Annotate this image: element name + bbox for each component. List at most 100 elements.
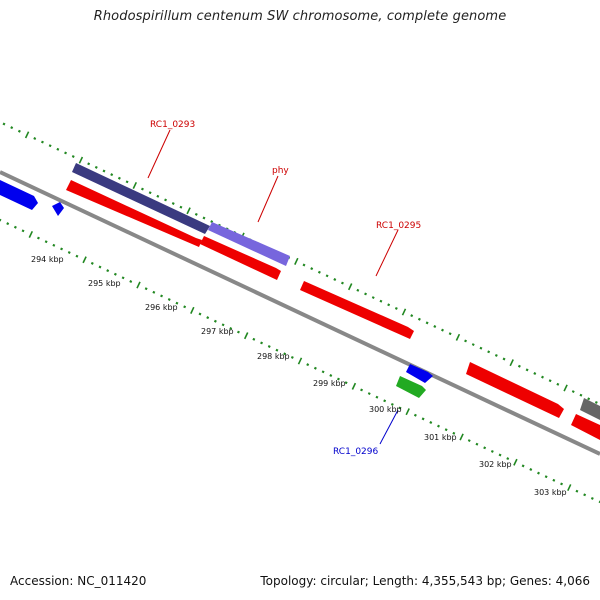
minor-tick [52, 243, 56, 247]
minor-tick [140, 187, 144, 191]
minor-tick [579, 393, 583, 397]
minor-tick [464, 339, 468, 343]
minor-tick [148, 191, 152, 195]
minor-tick [21, 229, 25, 233]
minor-tick [379, 299, 383, 303]
inner-tick-track [0, 218, 600, 504]
gene-arrow-forward-1[interactable] [66, 180, 202, 247]
minor-tick [94, 165, 98, 169]
major-tick [405, 408, 410, 416]
gene-rna-rc1-0296[interactable] [396, 376, 426, 398]
gene-arrow-other[interactable] [580, 398, 600, 420]
kbp-label: 301 kbp [424, 433, 457, 442]
minor-tick [444, 428, 448, 432]
minor-tick [275, 348, 279, 352]
minor-tick [548, 379, 552, 383]
gene-arrow-forward-2[interactable] [200, 236, 281, 280]
gene-label-rc1-0296[interactable]: RC1_0296 [333, 447, 378, 457]
gene-arrow-forward-4[interactable] [571, 414, 600, 440]
minor-tick [421, 417, 425, 421]
minor-tick [175, 301, 179, 305]
minor-tick [506, 457, 510, 461]
major-tick [82, 256, 87, 264]
major-tick [563, 384, 568, 392]
chromosome-backbone [0, 170, 600, 456]
minor-tick [533, 372, 537, 375]
major-tick [347, 283, 353, 291]
minor-tick [487, 350, 491, 354]
minor-tick [152, 290, 156, 294]
minor-tick [498, 453, 502, 457]
gene-arrow-blue-2[interactable] [406, 364, 433, 383]
minor-tick [202, 216, 206, 220]
gene-arrow-reverse[interactable] [0, 180, 38, 210]
minor-tick [17, 129, 21, 133]
kbp-label: 294 kbp [31, 255, 64, 264]
minor-tick [144, 287, 148, 291]
minor-tick [40, 140, 44, 144]
minor-tick [556, 382, 560, 386]
minor-tick [267, 345, 271, 348]
genome-summary: Topology: circular; Length: 4,355,543 bp… [260, 574, 590, 588]
minor-tick [329, 374, 333, 377]
label-line-rc1-0293 [147, 129, 171, 179]
minor-tick [494, 353, 498, 357]
gene-label-phy[interactable]: phy [272, 166, 289, 176]
gene-arrow-small[interactable] [52, 202, 64, 216]
minor-tick [467, 439, 471, 442]
gene-arrow-forward-3[interactable] [466, 362, 564, 418]
minor-tick [90, 261, 94, 265]
major-tick [186, 207, 191, 215]
major-tick [455, 333, 461, 341]
minor-tick [483, 446, 487, 450]
minor-tick [236, 330, 240, 334]
major-tick [297, 357, 303, 365]
major-tick [401, 308, 407, 316]
minor-tick [571, 390, 575, 393]
minor-tick [394, 306, 398, 310]
minor-tick [213, 319, 217, 323]
accession-label: Accession: NC_011420 [10, 574, 147, 588]
minor-tick [252, 337, 256, 341]
minor-tick [552, 478, 556, 482]
minor-tick [64, 151, 68, 155]
minor-tick [356, 288, 360, 292]
gene-highlight-phy[interactable] [208, 222, 290, 266]
minor-tick [229, 327, 233, 330]
minor-tick [194, 212, 198, 216]
minor-tick [344, 381, 348, 385]
major-tick [351, 382, 357, 390]
minor-tick [521, 464, 525, 468]
minor-tick [56, 147, 60, 151]
minor-tick [156, 194, 160, 198]
gene-arrow-rc1-0295[interactable] [300, 281, 414, 339]
minor-tick [383, 399, 387, 403]
major-tick [28, 230, 34, 238]
label-line-rc1-0296 [379, 409, 399, 445]
kbp-label: 297 kbp [201, 327, 234, 336]
gene-highlight-rc1-0293[interactable] [72, 163, 210, 234]
minor-tick [417, 317, 421, 321]
minor-tick [583, 493, 587, 497]
minor-tick [502, 357, 506, 361]
major-tick [459, 433, 464, 441]
minor-tick [198, 312, 202, 316]
minor-tick [317, 270, 321, 274]
minor-tick [87, 162, 91, 166]
map-title: Rhodospirillum centenum SW chromosome, c… [93, 9, 507, 24]
minor-tick [471, 343, 475, 346]
minor-tick [160, 294, 164, 298]
minor-tick [544, 475, 548, 479]
minor-tick [302, 263, 306, 267]
minor-tick [560, 482, 564, 486]
gene-label-rc1-0295[interactable]: RC1_0295 [376, 221, 421, 231]
minor-tick [529, 468, 533, 471]
minor-tick [371, 296, 375, 299]
kbp-label: 298 kbp [257, 352, 290, 361]
label-line-rc1-0295 [375, 229, 399, 277]
minor-tick [594, 400, 598, 404]
major-tick [294, 257, 299, 265]
gene-label-rc1-0293[interactable]: RC1_0293 [150, 120, 195, 130]
minor-tick [325, 274, 329, 278]
